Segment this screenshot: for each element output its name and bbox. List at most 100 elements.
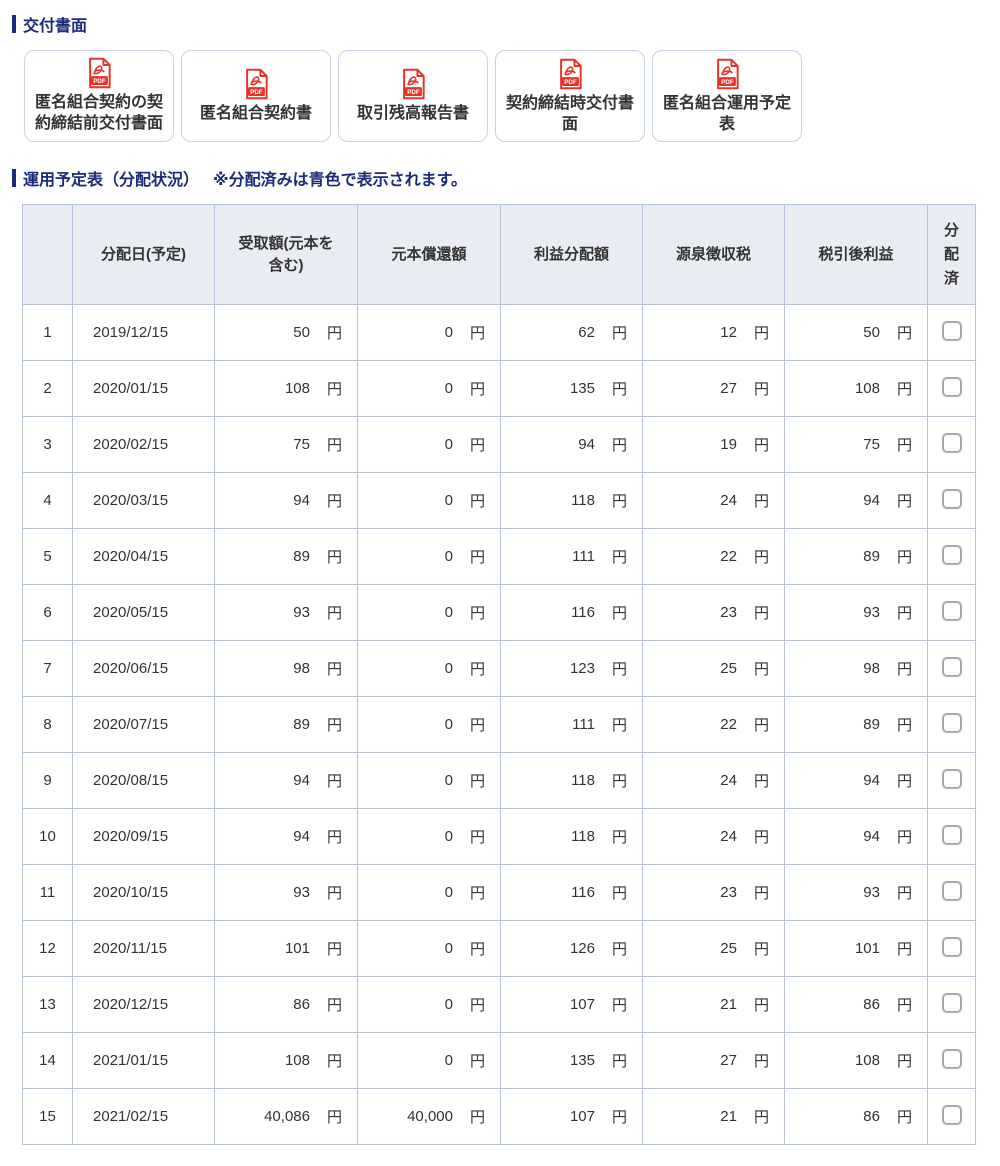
schedule-title-text: 運用予定表（分配状況）: [23, 172, 200, 189]
amount-value: 107: [569, 996, 595, 1013]
currency-unit: 円: [896, 717, 912, 734]
amount-value: 0: [444, 324, 453, 341]
after-tax-profit-cell: 108 円: [784, 360, 928, 417]
distributed-checkbox[interactable]: [941, 320, 962, 341]
amount-value: 126: [569, 940, 595, 957]
distribution-date-cell: 2020/12/15: [72, 976, 215, 1033]
distributed-checkbox[interactable]: [941, 824, 962, 845]
distributed-checkbox[interactable]: [941, 880, 962, 901]
amount-value: 93: [293, 884, 310, 901]
column-header: [22, 204, 73, 305]
pdf-document-button[interactable]: PDF 匿名組合運用予定表: [652, 50, 802, 142]
distributed-checkbox[interactable]: [941, 936, 962, 957]
distribution-date-cell: 2020/01/15: [72, 360, 215, 417]
currency-unit: 円: [469, 941, 485, 958]
column-header: 受取額(元本を 含む): [214, 204, 358, 305]
currency-unit: 円: [896, 1053, 912, 1070]
withholding-tax-cell: 27 円: [642, 1032, 785, 1089]
pdf-document-button[interactable]: PDF 契約締結時交付書面: [495, 50, 645, 142]
currency-unit: 円: [896, 941, 912, 958]
amount-value: 89: [293, 716, 310, 733]
distributed-checkbox[interactable]: [941, 376, 962, 397]
currency-unit: 円: [326, 997, 342, 1014]
svg-text:PDF: PDF: [721, 79, 734, 86]
currency-unit: 円: [326, 1109, 342, 1126]
distributed-checkbox[interactable]: [941, 600, 962, 621]
amount-value: 94: [863, 492, 880, 509]
profit-distribution-cell: 107 円: [500, 1088, 643, 1145]
distributed-checkbox[interactable]: [941, 1048, 962, 1069]
currency-unit: 円: [469, 437, 485, 454]
amount-value: 62: [578, 324, 595, 341]
withholding-tax-cell: 21 円: [642, 1088, 785, 1145]
profit-distribution-cell: 135 円: [500, 1032, 643, 1089]
amount-received-cell: 40,086 円: [214, 1088, 358, 1145]
row-number-cell: 13: [22, 976, 73, 1033]
pdf-document-button[interactable]: PDF 匿名組合契約の契約締結前交付書面: [24, 50, 174, 142]
currency-unit: 円: [896, 829, 912, 846]
amount-received-cell: 94 円: [214, 808, 358, 865]
amount-received-cell: 101 円: [214, 920, 358, 977]
amount-value: 108: [284, 1052, 310, 1069]
distributed-checkbox[interactable]: [941, 656, 962, 677]
currency-unit: 円: [753, 493, 769, 510]
distributed-checkbox[interactable]: [941, 712, 962, 733]
amount-value: 93: [863, 884, 880, 901]
after-tax-profit-cell: 93 円: [784, 864, 928, 921]
amount-value: 135: [569, 380, 595, 397]
withholding-tax-cell: 22 円: [642, 696, 785, 753]
title-accent-bar: [12, 169, 16, 187]
currency-unit: 円: [611, 997, 627, 1014]
distributed-checkbox[interactable]: [941, 992, 962, 1013]
pdf-document-button[interactable]: PDF 取引残高報告書: [338, 50, 488, 142]
distributed-cell: [927, 304, 976, 361]
distribution-date-cell: 2020/04/15: [72, 528, 215, 585]
column-header: 元本償還額: [357, 204, 501, 305]
pdf-document-button[interactable]: PDF 匿名組合契約書: [181, 50, 331, 142]
amount-value: 21: [720, 996, 737, 1013]
row-number-cell: 6: [22, 584, 73, 641]
amount-value: 86: [863, 996, 880, 1013]
amount-value: 116: [571, 884, 595, 901]
after-tax-profit-cell: 86 円: [784, 976, 928, 1033]
amount-value: 24: [720, 772, 737, 789]
currency-unit: 円: [611, 437, 627, 454]
distribution-schedule-table: 分配日(予定) 受取額(元本を 含む) 元本償還額 利益分配額 源泉徴収税 税引後利益分 …: [22, 204, 976, 1145]
distributed-cell: [927, 1088, 976, 1145]
currency-unit: 円: [753, 325, 769, 342]
distributed-checkbox[interactable]: [941, 1104, 962, 1125]
distributed-cell: [927, 1032, 976, 1089]
amount-value: 25: [720, 940, 737, 957]
distributed-checkbox[interactable]: [941, 432, 962, 453]
distribution-date-cell: 2020/05/15: [72, 584, 215, 641]
distributed-checkbox[interactable]: [941, 488, 962, 509]
currency-unit: 円: [896, 493, 912, 510]
profit-distribution-cell: 107 円: [500, 976, 643, 1033]
amount-value: 50: [863, 324, 880, 341]
table-header-row: 分配日(予定) 受取額(元本を 含む) 元本償還額 利益分配額 源泉徴収税 税引後利益分 …: [22, 204, 976, 305]
distributed-cell: [927, 528, 976, 585]
distribution-date-cell: 2020/11/15: [72, 920, 215, 977]
amount-value: 108: [854, 1052, 880, 1069]
currency-unit: 円: [753, 437, 769, 454]
distributed-checkbox[interactable]: [941, 544, 962, 565]
amount-value: 0: [444, 940, 453, 957]
currency-unit: 円: [469, 325, 485, 342]
profit-distribution-cell: 118 円: [500, 752, 643, 809]
distributed-checkbox[interactable]: [941, 768, 962, 789]
distribution-date-cell: 2020/07/15: [72, 696, 215, 753]
amount-value: 24: [720, 828, 737, 845]
row-number-cell: 3: [22, 416, 73, 473]
principal-repayment-cell: 40,000 円: [357, 1088, 501, 1145]
amount-received-cell: 89 円: [214, 696, 358, 753]
currency-unit: 円: [611, 493, 627, 510]
